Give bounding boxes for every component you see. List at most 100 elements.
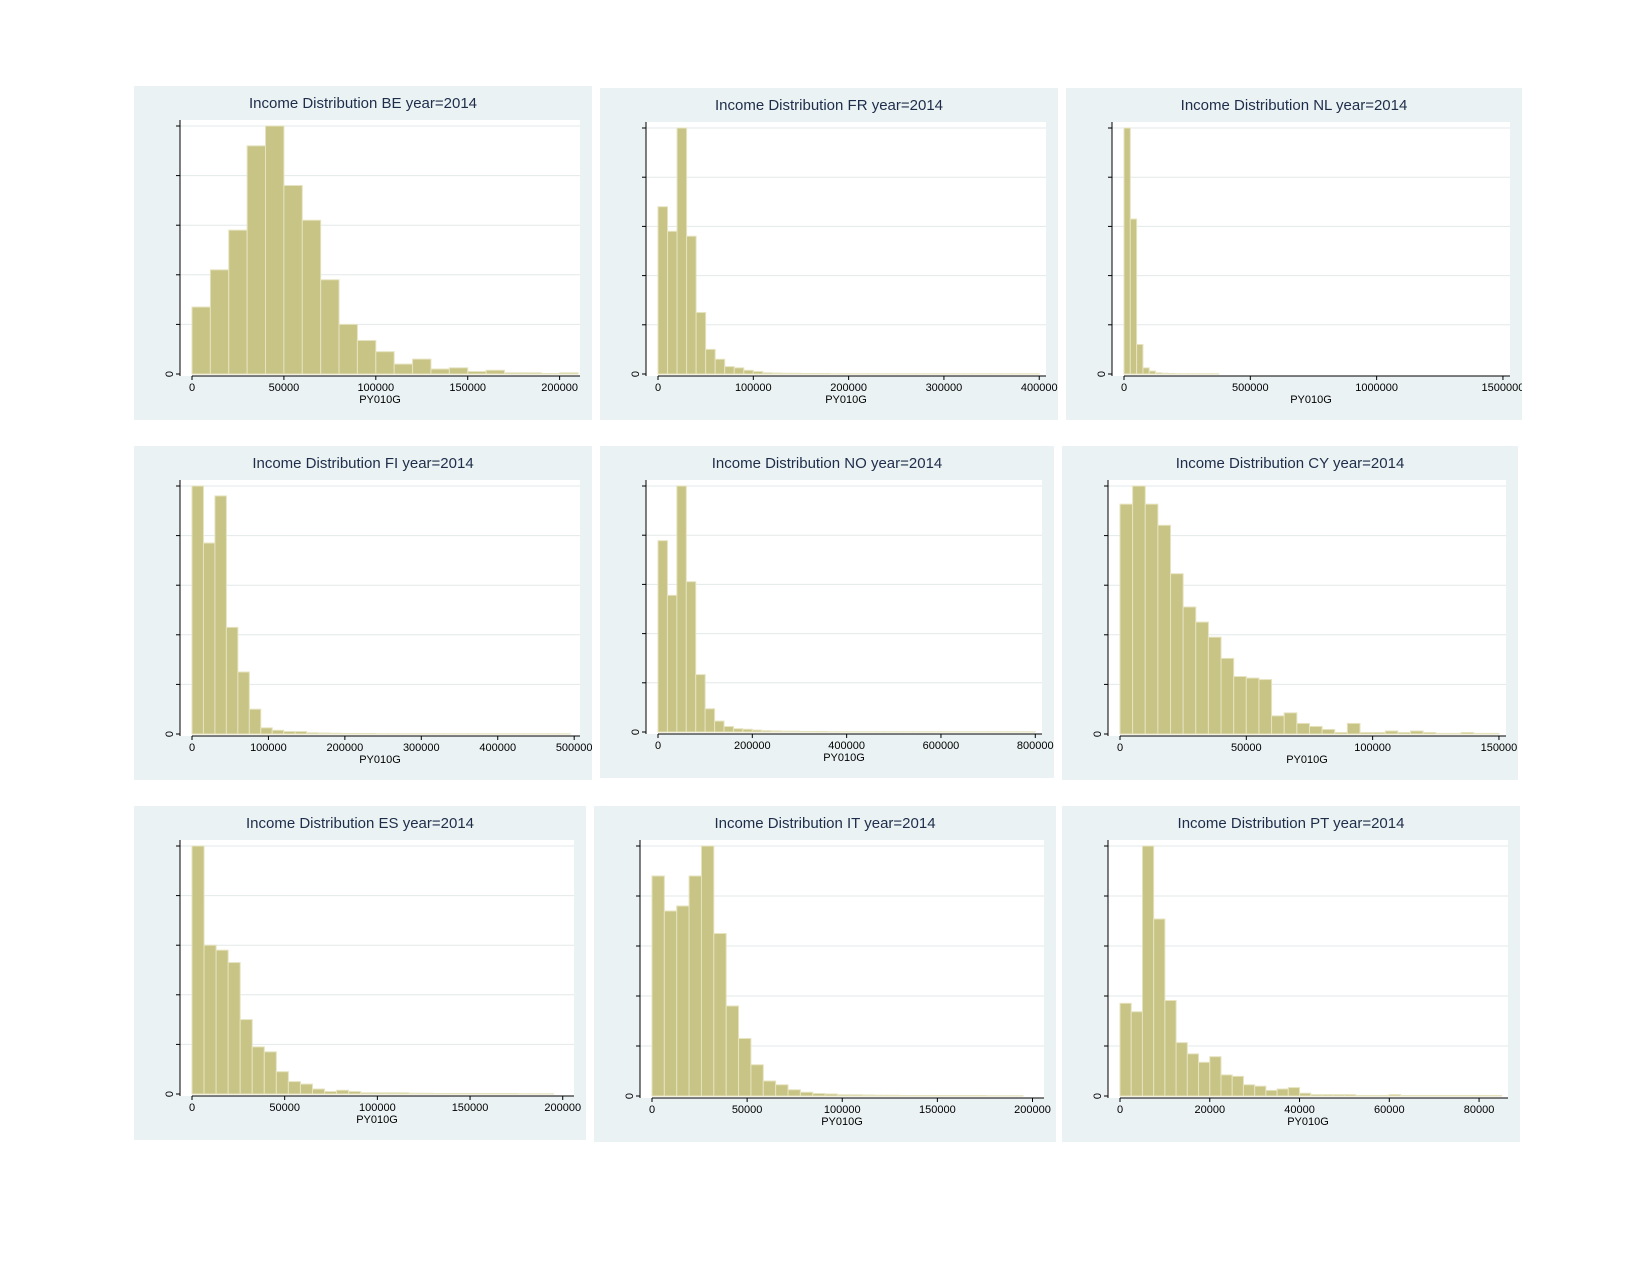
x-tick-label: 100000 — [359, 1102, 396, 1114]
histogram-bar — [260, 727, 273, 735]
histogram-bar — [714, 720, 725, 733]
histogram-bar — [704, 708, 716, 733]
histogram-bar — [1164, 999, 1177, 1097]
x-tick-label: 300000 — [403, 742, 440, 754]
histogram-bar — [1473, 732, 1487, 735]
histogram-bar — [1220, 657, 1235, 735]
x-tick-label: 0 — [189, 742, 195, 754]
histogram-bar — [1422, 731, 1437, 735]
histogram-bar — [738, 1038, 752, 1097]
histogram-bar — [780, 730, 791, 733]
histogram-bar — [503, 372, 524, 375]
histogram-bar — [1444, 1094, 1458, 1097]
histogram-bar — [237, 671, 250, 735]
histogram-bar — [215, 949, 229, 1095]
plot-area — [646, 480, 1042, 734]
histogram-svg: Income Distribution IT year=2014 0 0 50000 1… — [624, 815, 1051, 1128]
histogram-bar — [338, 323, 358, 375]
histogram-bar — [824, 1093, 838, 1097]
histogram-bar — [522, 372, 542, 375]
histogram-bar — [732, 728, 744, 733]
histogram-bar — [1332, 1094, 1345, 1097]
x-tick-label: 200000 — [327, 742, 364, 754]
histogram-bar — [271, 729, 285, 735]
x-tick-label: 400000 — [828, 740, 865, 752]
histogram-panel: Income Distribution CY year=2014 0 0 50000 1… — [1062, 446, 1518, 780]
histogram-bar — [725, 1005, 740, 1097]
histogram-bar — [775, 1084, 789, 1097]
histogram-bar — [751, 729, 763, 733]
x-tick-label: 50000 — [269, 1102, 300, 1114]
histogram-bar — [324, 1091, 338, 1095]
histogram-bar — [485, 369, 505, 375]
histogram-bar — [329, 732, 342, 735]
histogram-bar — [1129, 218, 1138, 375]
x-axis-label: PY010G — [1286, 754, 1328, 766]
x-axis-label: PY010G — [359, 394, 401, 406]
x-tick-label: 200000 — [830, 382, 867, 394]
histogram-bar — [1132, 485, 1146, 735]
histogram-bar — [1123, 127, 1131, 375]
histogram-bar — [1254, 1085, 1267, 1097]
histogram-panel: Income Distribution BE year=2014 0 0 50000 1… — [134, 86, 592, 420]
histogram-bar — [781, 372, 792, 375]
histogram-bar — [1433, 1094, 1446, 1097]
histogram-bar — [1233, 676, 1247, 735]
histogram-bar — [1321, 1094, 1334, 1097]
histogram-bar — [360, 1092, 374, 1095]
chart-title: Income Distribution BE year=2014 — [249, 95, 477, 112]
histogram-bar — [265, 125, 285, 375]
y-tick-label: 0 — [1092, 731, 1104, 737]
chart-title: Income Distribution CY year=2014 — [1176, 455, 1405, 472]
histogram-bar — [923, 1095, 937, 1097]
histogram-panel: Income Distribution IT year=2014 0 0 50000 1… — [594, 806, 1056, 1142]
histogram-bar — [375, 351, 395, 375]
histogram-bar — [750, 1064, 764, 1097]
histogram-bar — [790, 372, 802, 375]
x-tick-label: 600000 — [923, 740, 960, 752]
histogram-bar — [695, 312, 707, 375]
histogram-bar — [1231, 1075, 1244, 1097]
histogram-bar — [412, 358, 432, 375]
histogram-bar — [1119, 503, 1134, 735]
x-tick-label: 200000 — [1014, 1104, 1051, 1116]
histogram-bar — [1366, 1094, 1379, 1097]
histogram-bar — [898, 1095, 913, 1097]
histogram-bar — [676, 127, 688, 375]
histogram-bar — [1478, 1094, 1491, 1097]
histogram-bar — [798, 730, 810, 733]
histogram-bar — [973, 1095, 987, 1097]
histogram-bar — [770, 730, 782, 733]
histogram-bar — [384, 1092, 398, 1095]
histogram-svg: Income Distribution NO year=2014 0 0 200000… — [630, 455, 1054, 764]
histogram-bar — [1384, 730, 1399, 735]
histogram-bar — [789, 730, 800, 733]
histogram-bar — [559, 372, 579, 375]
histogram-bar — [685, 581, 697, 733]
histogram-bar — [1142, 367, 1150, 375]
histogram-bar — [1144, 503, 1159, 735]
histogram-bar — [1296, 722, 1310, 735]
histogram-svg: Income Distribution FI year=2014 0 0 100000… — [164, 455, 592, 766]
histogram-bar — [1209, 1056, 1222, 1097]
histogram-bar — [874, 1094, 888, 1097]
histogram-bar — [948, 1095, 962, 1097]
histogram-bar — [1310, 1094, 1323, 1097]
histogram-bar — [808, 730, 819, 733]
histogram-bar — [1388, 1094, 1402, 1097]
histogram-bar — [1175, 1042, 1188, 1097]
histogram-bar — [1359, 731, 1374, 735]
histogram-panel: Income Distribution PT year=2014 0 0 20000 4… — [1062, 806, 1520, 1142]
histogram-bar — [214, 495, 227, 735]
histogram-bar — [408, 1092, 422, 1095]
histogram-bar — [1161, 372, 1169, 375]
histogram-bar — [742, 728, 753, 733]
histogram-bar — [657, 540, 668, 733]
x-tick-label: 0 — [1117, 1104, 1123, 1116]
histogram-bar — [348, 1091, 362, 1095]
x-tick-label: 200000 — [734, 740, 771, 752]
histogram-bar — [651, 875, 665, 1097]
histogram-bar — [817, 730, 829, 733]
histogram-panel: Income Distribution NO year=2014 0 0 200000… — [600, 446, 1054, 778]
histogram-panel: Income Distribution FR year=2014 0 0 100000… — [600, 88, 1058, 420]
